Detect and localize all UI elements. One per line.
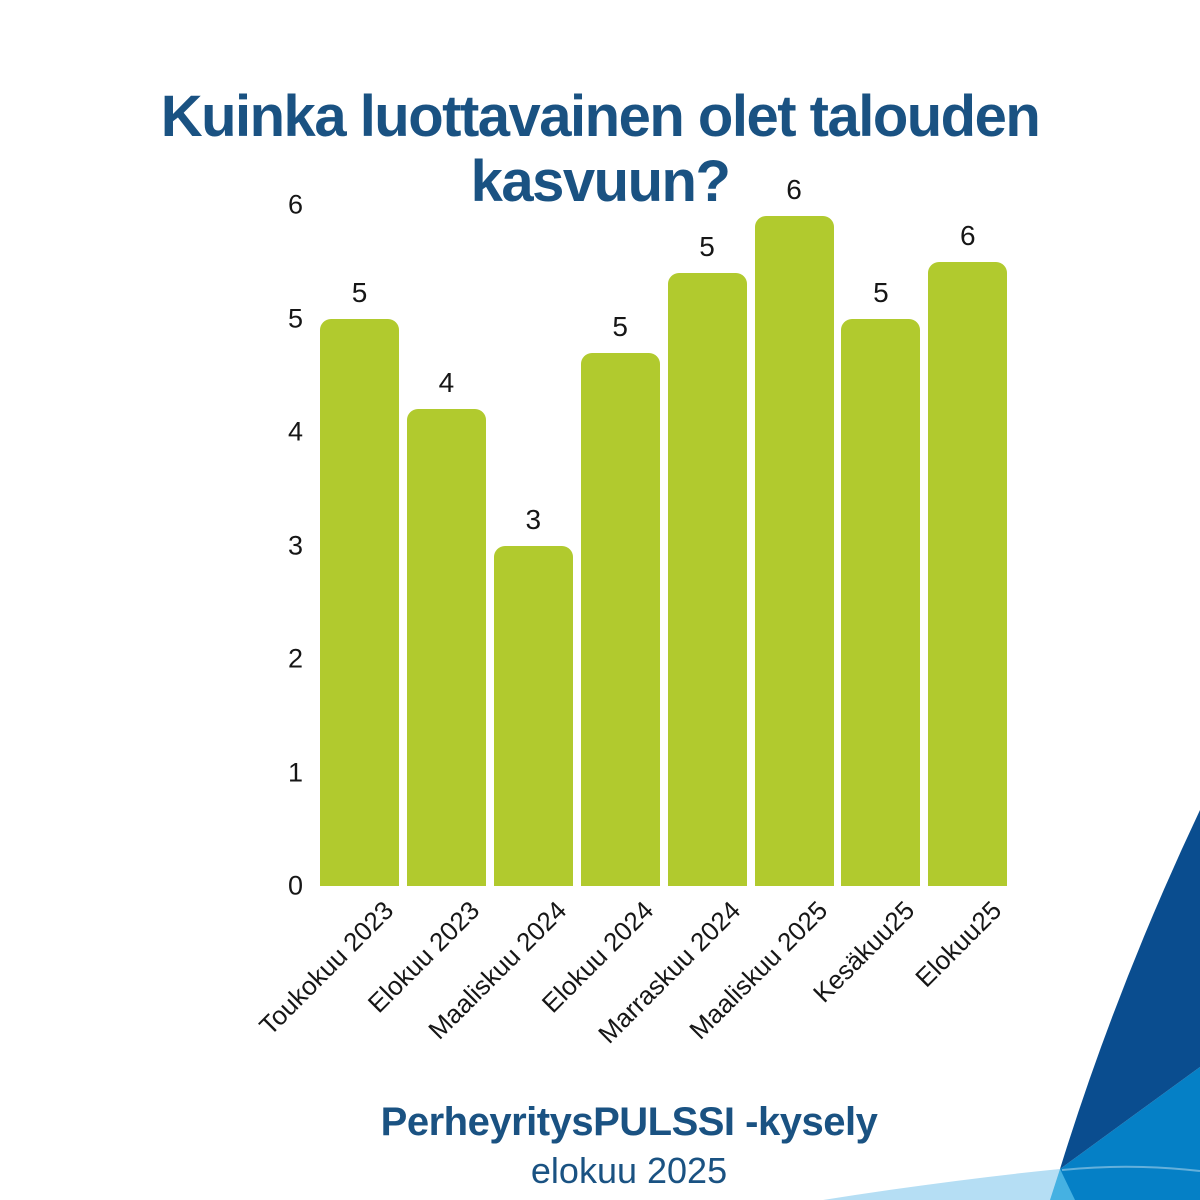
y-tick-label: 4 xyxy=(287,416,303,447)
bar-value-label: 5 xyxy=(351,276,368,308)
bar-value-label: 4 xyxy=(438,367,455,399)
bar-value-label: 6 xyxy=(786,174,802,206)
footer: PerheyritysPULSSI -kysely elokuu 2025 xyxy=(381,1100,878,1192)
y-tick-label: 6 xyxy=(287,189,303,220)
bar xyxy=(667,273,747,886)
bar xyxy=(406,409,486,886)
bar xyxy=(841,318,921,886)
y-tick-label: 2 xyxy=(287,643,303,674)
survey-date: elokuu 2025 xyxy=(530,1150,728,1191)
chart-title: Kuinka luottavainen olet talouden kasvuu… xyxy=(160,83,1041,214)
bar-value-label: 5 xyxy=(699,231,715,263)
bar xyxy=(754,216,834,886)
bar xyxy=(320,318,399,886)
bar-value-label: 6 xyxy=(960,219,976,251)
y-tick-label: 3 xyxy=(287,530,303,560)
bar-value-label: 5 xyxy=(873,276,889,308)
y-tick-label: 5 xyxy=(287,303,303,333)
bar xyxy=(493,545,573,886)
y-tick-label: 1 xyxy=(287,757,303,787)
bar-value-label: 5 xyxy=(612,310,628,342)
bar-value-label: 3 xyxy=(525,503,542,535)
bar xyxy=(928,261,1008,886)
survey-name: PerheyritysPULSSI -kysely xyxy=(380,1100,878,1144)
y-tick-label: 0 xyxy=(287,870,303,901)
bar xyxy=(580,352,660,886)
